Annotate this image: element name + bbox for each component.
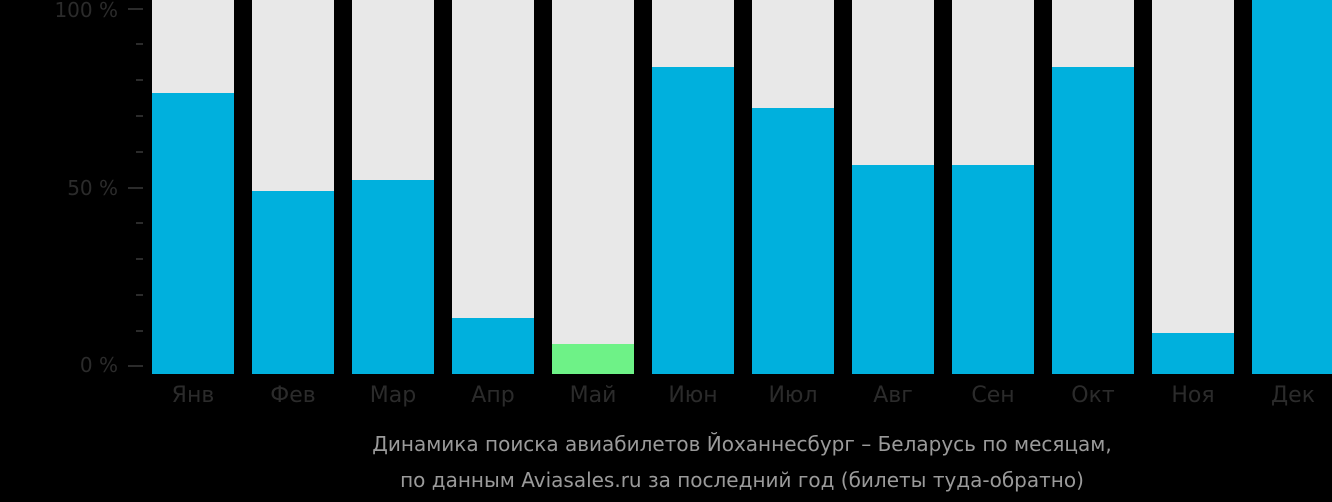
chart-caption-line1: Динамика поиска авиабилетов Йоханнесбург… bbox=[372, 432, 1112, 456]
bar-2 bbox=[352, 0, 434, 374]
x-axis-label: Май bbox=[569, 383, 617, 408]
x-axis-label: Авг bbox=[873, 383, 913, 408]
bar-6 bbox=[752, 0, 834, 374]
bar-1 bbox=[252, 0, 334, 374]
bar-fill bbox=[1252, 0, 1332, 374]
x-axis-label: Сен bbox=[971, 383, 1015, 408]
y-tick-major bbox=[128, 187, 143, 189]
bar-9 bbox=[1052, 0, 1134, 374]
x-axis-label: Июл bbox=[768, 383, 818, 408]
bar-8 bbox=[952, 0, 1034, 374]
x-axis-label: Июн bbox=[668, 383, 718, 408]
bar-fill bbox=[1152, 333, 1234, 374]
bar-fill bbox=[752, 108, 834, 374]
y-tick-minor bbox=[136, 151, 143, 153]
bar-fill bbox=[352, 180, 434, 374]
x-axis-label: Мар bbox=[369, 383, 417, 408]
bar-7 bbox=[852, 0, 934, 374]
y-tick-major bbox=[128, 8, 143, 10]
bar-3 bbox=[452, 0, 534, 374]
y-tick-major bbox=[128, 365, 143, 367]
y-tick-minor bbox=[136, 79, 143, 81]
x-axis-label: Фев bbox=[270, 383, 316, 408]
x-axis-label: Ноя bbox=[1171, 383, 1215, 408]
y-tick-minor bbox=[136, 43, 143, 45]
bar-fill bbox=[552, 344, 634, 374]
bar-0 bbox=[152, 0, 234, 374]
y-axis-label-100: 100 % bbox=[54, 0, 118, 22]
y-axis-label-50: 50 % bbox=[67, 176, 118, 200]
bar-10 bbox=[1152, 0, 1234, 374]
x-axis-label: Янв bbox=[171, 383, 215, 408]
bar-fill bbox=[952, 165, 1034, 374]
y-axis-label-0: 0 % bbox=[79, 353, 118, 377]
bar-fill bbox=[652, 67, 734, 374]
bar-fill bbox=[452, 318, 534, 374]
x-axis-label: Окт bbox=[1071, 383, 1115, 408]
bar-fill bbox=[152, 93, 234, 374]
y-tick-minor bbox=[136, 258, 143, 260]
bar-fill bbox=[852, 165, 934, 374]
y-tick-minor bbox=[136, 330, 143, 332]
bar-4 bbox=[552, 0, 634, 374]
x-axis-label: Апр bbox=[471, 383, 515, 408]
chart-caption-line2: по данным Aviasales.ru за последний год … bbox=[400, 468, 1084, 492]
y-tick-minor bbox=[136, 115, 143, 117]
bar-fill bbox=[252, 191, 334, 374]
x-axis-label: Дек bbox=[1270, 383, 1315, 408]
y-tick-minor bbox=[136, 294, 143, 296]
y-tick-minor bbox=[136, 222, 143, 224]
bar-fill bbox=[1052, 67, 1134, 374]
bar-5 bbox=[652, 0, 734, 374]
bar-11 bbox=[1252, 0, 1332, 374]
